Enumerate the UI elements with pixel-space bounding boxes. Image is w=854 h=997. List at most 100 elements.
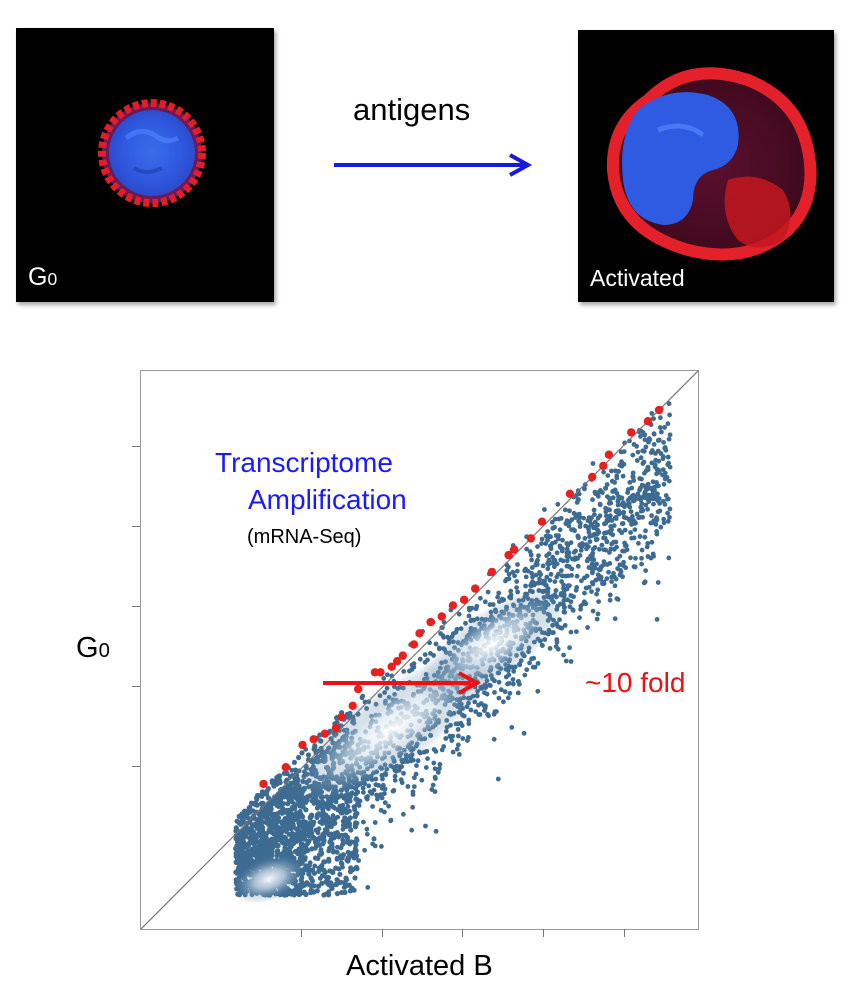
data-point — [271, 800, 277, 806]
data-point — [260, 814, 266, 820]
data-point — [649, 539, 655, 545]
data-point — [313, 827, 319, 833]
data-point — [411, 784, 417, 789]
data-point — [300, 843, 306, 849]
data-point — [627, 438, 632, 444]
data-point — [247, 854, 253, 860]
data-point — [595, 587, 601, 593]
data-point — [505, 681, 510, 687]
data-point — [342, 815, 348, 821]
highlight-point — [298, 740, 307, 750]
data-point — [549, 519, 555, 525]
data-point — [617, 553, 623, 559]
data-point — [330, 849, 336, 855]
data-point — [280, 805, 286, 812]
data-point — [386, 803, 391, 809]
x-tick — [462, 929, 463, 937]
data-point — [284, 777, 290, 783]
data-point — [347, 869, 354, 875]
data-point — [435, 770, 441, 775]
x-axis-label: Activated B — [346, 950, 493, 982]
data-point — [575, 497, 581, 502]
data-point — [579, 578, 584, 584]
data-point — [334, 856, 340, 862]
data-point — [351, 804, 358, 810]
data-point — [567, 508, 572, 514]
data-point — [634, 443, 639, 449]
data-point — [666, 401, 672, 407]
data-point — [501, 699, 506, 705]
data-point — [514, 585, 519, 590]
data-point — [524, 546, 529, 552]
data-point — [314, 843, 320, 849]
data-point — [326, 858, 332, 864]
data-point — [543, 582, 548, 588]
data-point — [340, 837, 346, 843]
data-point — [552, 579, 558, 584]
data-point — [612, 616, 618, 622]
data-point — [589, 522, 595, 528]
data-point — [330, 820, 336, 826]
data-point — [586, 565, 592, 570]
data-point — [523, 574, 529, 580]
data-point — [233, 869, 239, 875]
data-point — [456, 752, 462, 757]
data-point — [365, 885, 371, 890]
data-point — [660, 454, 666, 459]
data-point — [607, 592, 613, 598]
data-point — [575, 534, 581, 539]
data-point — [415, 758, 421, 764]
data-point — [314, 814, 320, 820]
data-point — [496, 590, 502, 596]
data-point — [367, 789, 373, 795]
data-point — [398, 777, 404, 783]
highlight-point — [599, 461, 608, 471]
highlight-point — [398, 651, 407, 660]
data-point — [601, 535, 606, 541]
data-point — [621, 559, 626, 565]
data-point — [356, 858, 361, 863]
data-point — [279, 839, 285, 845]
highlight-point — [471, 584, 480, 593]
data-point — [565, 583, 571, 588]
data-point — [643, 502, 649, 508]
data-point — [665, 496, 670, 502]
data-point — [309, 878, 315, 884]
data-point — [454, 746, 460, 752]
data-point — [266, 849, 272, 855]
data-point — [605, 473, 611, 478]
data-point — [542, 507, 547, 512]
data-point — [665, 510, 670, 516]
data-point — [253, 853, 259, 859]
data-point — [593, 536, 599, 542]
data-point — [661, 481, 667, 487]
data-point — [575, 563, 581, 569]
data-point — [657, 425, 663, 430]
data-point — [597, 501, 603, 507]
data-point — [233, 859, 239, 865]
data-point — [255, 792, 261, 799]
data-point — [339, 861, 345, 867]
data-point — [247, 804, 253, 810]
data-point — [645, 506, 650, 512]
data-point — [299, 750, 305, 756]
data-point — [563, 658, 569, 664]
data-point — [441, 634, 446, 640]
data-point — [568, 659, 574, 664]
data-point — [334, 891, 340, 897]
data-point — [667, 412, 672, 418]
data-point — [353, 842, 359, 848]
data-point — [300, 836, 307, 842]
data-point — [529, 565, 535, 570]
data-point — [484, 691, 490, 697]
data-point — [543, 541, 549, 546]
data-point — [311, 870, 317, 876]
data-point — [570, 608, 576, 613]
data-point — [603, 486, 609, 491]
data-point — [643, 528, 648, 534]
y-tick — [132, 686, 140, 687]
scatter-plot-frame — [140, 370, 699, 930]
data-point — [275, 802, 281, 808]
data-point — [296, 754, 302, 761]
data-point — [242, 826, 248, 832]
